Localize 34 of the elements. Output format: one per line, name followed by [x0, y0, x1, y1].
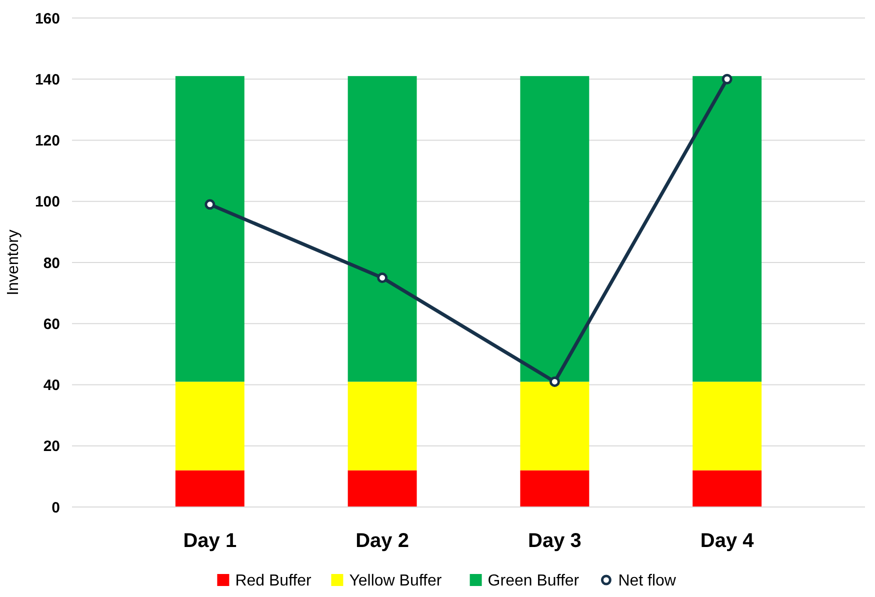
point [722, 74, 732, 84]
point [549, 376, 560, 387]
legend-label: Net flow [618, 572, 676, 590]
x-tick-label: Day 4 [700, 530, 755, 552]
x-tick-label: Day 1 [183, 530, 237, 552]
legend-label: Yellow Buffer [349, 572, 442, 590]
point [204, 199, 216, 210]
y-tick-label: 60 [43, 316, 60, 333]
bar [520, 76, 590, 382]
bar [692, 470, 762, 507]
x-tick-label: Day 2 [356, 530, 409, 552]
y-tick-label: 40 [43, 377, 60, 394]
y-tick-label: 80 [43, 254, 60, 272]
y-tick-label: 160 [34, 10, 60, 28]
bar [348, 76, 417, 382]
bar [175, 382, 244, 470]
y-tick-label: 20 [43, 438, 60, 456]
x-tick-label: Day 3 [528, 530, 582, 552]
bar [692, 76, 762, 382]
bar [520, 470, 590, 507]
bar [348, 382, 417, 470]
point [377, 272, 388, 284]
bar [692, 382, 762, 470]
y-tick-label: 0 [52, 499, 60, 516]
bar [175, 76, 244, 382]
y-axis-title: Inventory [5, 230, 22, 296]
bar [175, 470, 244, 507]
legend-label: Green Buffer [488, 572, 580, 590]
y-tick-label: 140 [34, 71, 60, 88]
y-tick-label: 120 [34, 132, 60, 150]
legend-label: Red Buffer [235, 572, 312, 590]
bar [348, 470, 417, 507]
y-tick-label: 100 [34, 194, 60, 211]
bar [520, 382, 590, 470]
